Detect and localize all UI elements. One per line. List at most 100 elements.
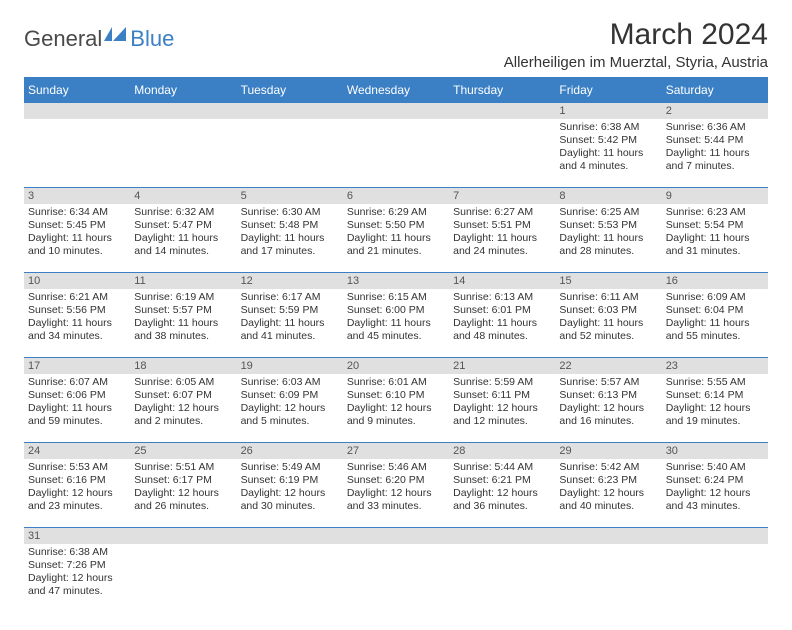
day-detail-cell (555, 544, 661, 612)
day-number-cell (24, 103, 130, 119)
sunset-line: Sunset: 6:09 PM (241, 389, 319, 401)
day-detail-cell: Sunrise: 6:15 AMSunset: 6:00 PMDaylight:… (343, 289, 449, 358)
day-detail-cell: Sunrise: 6:25 AMSunset: 5:53 PMDaylight:… (555, 204, 661, 273)
sunset-line: Sunset: 5:47 PM (134, 219, 212, 231)
day-detail-cell: Sunrise: 6:17 AMSunset: 5:59 PMDaylight:… (237, 289, 343, 358)
daylight-line: Daylight: 11 hours and 48 minutes. (453, 317, 537, 342)
weekday-header: Sunday (24, 77, 130, 103)
sunrise-line: Sunrise: 6:25 AM (559, 206, 639, 218)
weekday-header: Friday (555, 77, 661, 103)
sunset-line: Sunset: 6:14 PM (666, 389, 744, 401)
weekday-header: Thursday (449, 77, 555, 103)
day-number-cell: 6 (343, 188, 449, 205)
day-number-cell: 26 (237, 443, 343, 460)
logo-text-dark: General (24, 26, 102, 52)
sunset-line: Sunset: 6:07 PM (134, 389, 212, 401)
weekday-header: Saturday (662, 77, 768, 103)
daylight-line: Daylight: 11 hours and 31 minutes. (666, 232, 750, 257)
day-detail-cell (449, 544, 555, 612)
day-number-row: 17181920212223 (24, 358, 768, 375)
daylight-line: Daylight: 11 hours and 45 minutes. (347, 317, 431, 342)
sunset-line: Sunset: 6:20 PM (347, 474, 425, 486)
sunrise-line: Sunrise: 5:46 AM (347, 461, 427, 473)
sunrise-line: Sunrise: 5:42 AM (559, 461, 639, 473)
day-number-cell: 4 (130, 188, 236, 205)
day-number-cell (237, 528, 343, 545)
day-number-cell: 8 (555, 188, 661, 205)
sunrise-line: Sunrise: 5:49 AM (241, 461, 321, 473)
sunset-line: Sunset: 6:16 PM (28, 474, 106, 486)
sunset-line: Sunset: 6:17 PM (134, 474, 212, 486)
day-detail-cell (237, 544, 343, 612)
sunset-line: Sunset: 6:03 PM (559, 304, 637, 316)
day-number-cell (130, 528, 236, 545)
day-number-cell: 17 (24, 358, 130, 375)
sunrise-line: Sunrise: 6:38 AM (559, 121, 639, 133)
sunrise-line: Sunrise: 6:34 AM (28, 206, 108, 218)
sunrise-line: Sunrise: 5:40 AM (666, 461, 746, 473)
sunrise-line: Sunrise: 6:19 AM (134, 291, 214, 303)
sunrise-line: Sunrise: 6:17 AM (241, 291, 321, 303)
day-detail-cell (449, 119, 555, 188)
daylight-line: Daylight: 12 hours and 23 minutes. (28, 487, 113, 512)
daylight-line: Daylight: 11 hours and 10 minutes. (28, 232, 112, 257)
title-block: March 2024 Allerheiligen im Muerztal, St… (504, 18, 768, 71)
daylight-line: Daylight: 12 hours and 19 minutes. (666, 402, 751, 427)
day-number-cell: 20 (343, 358, 449, 375)
day-detail-cell: Sunrise: 5:44 AMSunset: 6:21 PMDaylight:… (449, 459, 555, 528)
daylight-line: Daylight: 11 hours and 4 minutes. (559, 147, 643, 172)
day-detail-cell (130, 544, 236, 612)
day-number-cell: 11 (130, 273, 236, 290)
day-detail-cell (24, 119, 130, 188)
day-number-cell: 24 (24, 443, 130, 460)
daylight-line: Daylight: 11 hours and 28 minutes. (559, 232, 643, 257)
day-detail-cell: Sunrise: 6:07 AMSunset: 6:06 PMDaylight:… (24, 374, 130, 443)
daylight-line: Daylight: 11 hours and 55 minutes. (666, 317, 750, 342)
sunset-line: Sunset: 5:57 PM (134, 304, 212, 316)
sunrise-line: Sunrise: 5:57 AM (559, 376, 639, 388)
day-number-cell: 3 (24, 188, 130, 205)
day-detail-cell: Sunrise: 6:29 AMSunset: 5:50 PMDaylight:… (343, 204, 449, 273)
day-detail-cell: Sunrise: 5:51 AMSunset: 6:17 PMDaylight:… (130, 459, 236, 528)
sunrise-line: Sunrise: 6:23 AM (666, 206, 746, 218)
daylight-line: Daylight: 12 hours and 36 minutes. (453, 487, 538, 512)
logo: General Blue (24, 18, 174, 52)
daylight-line: Daylight: 12 hours and 5 minutes. (241, 402, 326, 427)
day-detail-cell: Sunrise: 6:36 AMSunset: 5:44 PMDaylight:… (662, 119, 768, 188)
sunset-line: Sunset: 5:44 PM (666, 134, 744, 146)
day-number-cell: 18 (130, 358, 236, 375)
sunset-line: Sunset: 5:53 PM (559, 219, 637, 231)
day-number-cell: 25 (130, 443, 236, 460)
day-number-cell (343, 103, 449, 119)
daylight-line: Daylight: 12 hours and 40 minutes. (559, 487, 644, 512)
day-number-cell (555, 528, 661, 545)
day-number-cell: 7 (449, 188, 555, 205)
day-detail-cell: Sunrise: 6:23 AMSunset: 5:54 PMDaylight:… (662, 204, 768, 273)
day-number-row: 3456789 (24, 188, 768, 205)
day-detail-row: Sunrise: 6:38 AMSunset: 5:42 PMDaylight:… (24, 119, 768, 188)
sunset-line: Sunset: 5:59 PM (241, 304, 319, 316)
day-detail-cell: Sunrise: 6:09 AMSunset: 6:04 PMDaylight:… (662, 289, 768, 358)
sunrise-line: Sunrise: 6:30 AM (241, 206, 321, 218)
day-number-cell (237, 103, 343, 119)
sunrise-line: Sunrise: 6:21 AM (28, 291, 108, 303)
day-detail-cell: Sunrise: 6:38 AMSunset: 5:42 PMDaylight:… (555, 119, 661, 188)
day-number-cell: 2 (662, 103, 768, 119)
sunrise-line: Sunrise: 6:11 AM (559, 291, 638, 303)
daylight-line: Daylight: 11 hours and 17 minutes. (241, 232, 325, 257)
weekday-header: Monday (130, 77, 236, 103)
day-detail-cell (662, 544, 768, 612)
day-number-cell (662, 528, 768, 545)
sunset-line: Sunset: 6:13 PM (559, 389, 637, 401)
sunset-line: Sunset: 5:56 PM (28, 304, 106, 316)
day-detail-cell (130, 119, 236, 188)
sunrise-line: Sunrise: 5:53 AM (28, 461, 108, 473)
daylight-line: Daylight: 12 hours and 9 minutes. (347, 402, 432, 427)
day-number-cell: 1 (555, 103, 661, 119)
sunset-line: Sunset: 6:04 PM (666, 304, 744, 316)
sunrise-line: Sunrise: 5:44 AM (453, 461, 533, 473)
day-detail-cell (237, 119, 343, 188)
daylight-line: Daylight: 12 hours and 30 minutes. (241, 487, 326, 512)
day-number-cell: 10 (24, 273, 130, 290)
sunrise-line: Sunrise: 6:05 AM (134, 376, 214, 388)
